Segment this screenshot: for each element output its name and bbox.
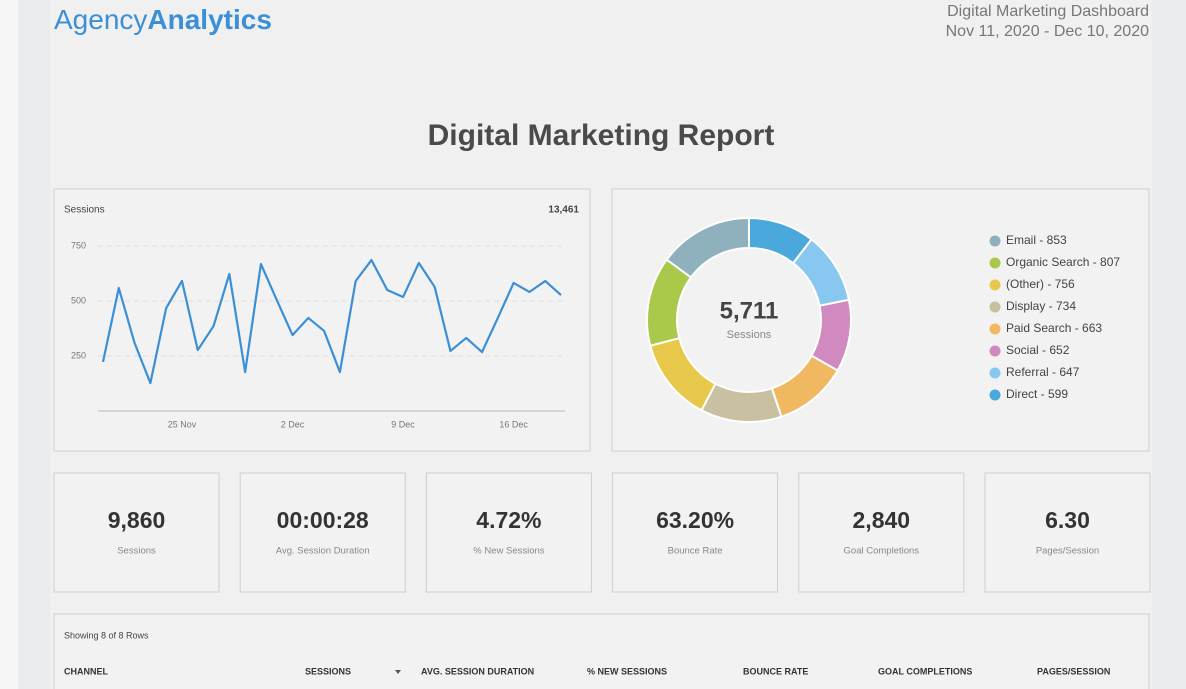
- line-card: [53, 188, 591, 452]
- donut-center-label: Sessions: [727, 329, 772, 341]
- legend-swatch: [989, 345, 1001, 357]
- kpi-label: Pages/Session: [1036, 546, 1099, 557]
- column-header[interactable]: CHANNEL: [64, 666, 109, 676]
- donut-segment: [748, 216, 813, 265]
- kpi-card: [798, 472, 965, 593]
- kpi-label: Goal Completions: [844, 546, 920, 557]
- legend-swatch: [989, 323, 1001, 335]
- kpi-value: 2,840: [853, 507, 911, 533]
- date-range: Nov 11, 2020 - Dec 10, 2020: [946, 23, 1149, 40]
- donut-center-value: 5,711: [720, 297, 779, 324]
- kpi-value: 63.20%: [656, 507, 734, 533]
- legend-swatch: [989, 257, 1001, 269]
- logo: AgencyAnalytics: [54, 4, 272, 35]
- column-header[interactable]: GOAL COMPLETIONS: [878, 666, 972, 676]
- y-tick-label: 500: [71, 295, 86, 305]
- kpi-label: Bounce Rate: [668, 546, 723, 557]
- logo-light: Agency: [54, 4, 147, 35]
- kpi-label: % New Sessions: [473, 546, 545, 557]
- sort-icon[interactable]: [395, 670, 401, 674]
- legend-swatch: [989, 389, 1001, 401]
- kpi-value: 4.72%: [476, 507, 541, 533]
- legend-swatch: [989, 279, 1001, 291]
- line-title: Sessions: [64, 205, 105, 216]
- column-header[interactable]: AVG. SESSION DURATION: [421, 666, 534, 676]
- dashboard-name: Digital Marketing Dashboard: [947, 3, 1149, 20]
- table-caption: Showing 8 of 8 Rows: [64, 630, 149, 640]
- report-title: Digital Marketing Report: [428, 119, 775, 152]
- kpi-label: Sessions: [117, 546, 156, 557]
- legend-entry: (Other) - 756: [1006, 277, 1075, 291]
- column-header[interactable]: % NEW SESSIONS: [587, 666, 667, 676]
- column-header[interactable]: PAGES/SESSION: [1037, 666, 1110, 676]
- x-tick-label: 25 Nov: [168, 419, 197, 429]
- x-tick-label: 2 Dec: [281, 419, 305, 429]
- logo-bold: Analytics: [147, 4, 272, 35]
- left-strip: [0, 0, 18, 689]
- x-tick-label: 16 Dec: [499, 419, 528, 429]
- line-series: [101, 258, 562, 385]
- kpi-card: [612, 472, 779, 593]
- kpi-value: 00:00:28: [277, 507, 369, 533]
- legend-entry: Social - 652: [1006, 343, 1070, 357]
- y-tick-label: 250: [71, 350, 86, 360]
- legend-entry: Direct - 599: [1006, 387, 1068, 401]
- column-header[interactable]: BOUNCE RATE: [743, 666, 808, 676]
- kpi-card: [984, 472, 1151, 593]
- legend-swatch: [989, 367, 1001, 379]
- line-total: 13,461: [548, 205, 579, 216]
- kpi-value: 9,860: [108, 507, 166, 533]
- kpi-card: [239, 472, 406, 593]
- x-tick-label: 9 Dec: [391, 419, 415, 429]
- y-tick-label: 750: [71, 240, 86, 250]
- legend-entry: Organic Search - 807: [1006, 255, 1120, 269]
- donut-card: [611, 188, 1150, 452]
- kpi-label: Avg. Session Duration: [276, 546, 370, 557]
- column-header[interactable]: SESSIONS: [305, 666, 351, 676]
- legend-entry: Display - 734: [1006, 299, 1076, 313]
- kpi-value: 6.30: [1045, 507, 1090, 533]
- legend-swatch: [989, 301, 1001, 313]
- kpi-card: [425, 472, 592, 593]
- legend-swatch: [989, 235, 1001, 247]
- legend-entry: Paid Search - 663: [1006, 321, 1102, 335]
- legend-entry: Referral - 647: [1006, 365, 1080, 379]
- legend-entry: Email - 853: [1006, 233, 1067, 247]
- table-card: [53, 613, 1150, 689]
- kpi-card: [53, 472, 220, 593]
